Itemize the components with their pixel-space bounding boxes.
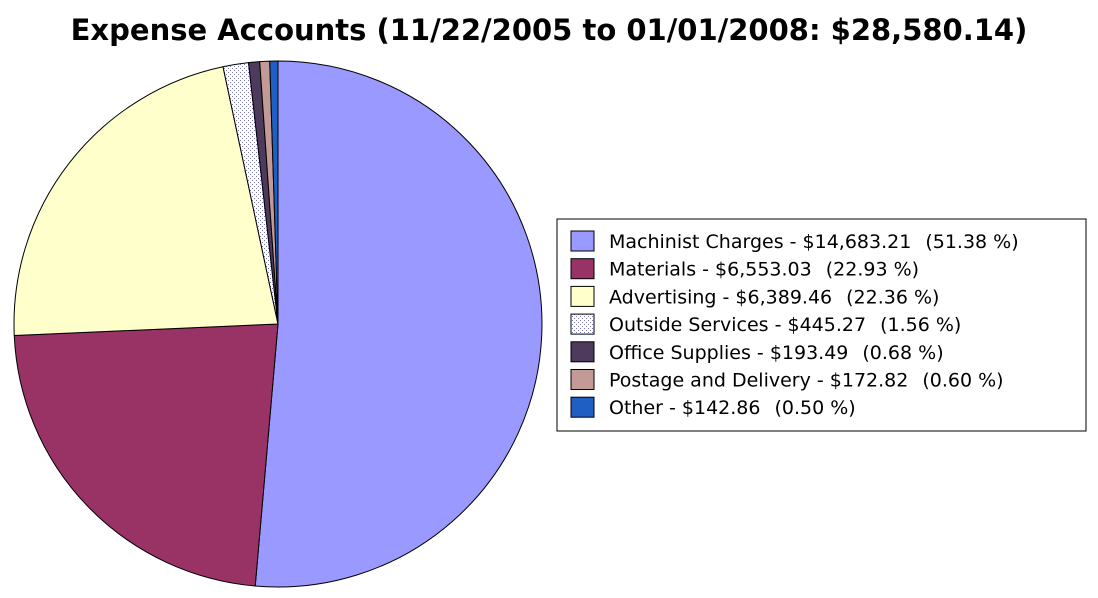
legend-item-other: Other - $142.86 (0.50 %) <box>570 396 856 419</box>
legend-item-postage-and-delivery: Postage and Delivery - $172.82 (0.60 %) <box>570 369 1004 392</box>
legend-item-advertising: Advertising - $6,389.46 (22.36 %) <box>570 285 939 308</box>
legend-label-percent: (22.93 %) <box>826 259 919 281</box>
legend-item-materials: Materials - $6,553.03 (22.93 %) <box>570 258 919 281</box>
legend-label-name: Materials <box>609 259 696 281</box>
legend-label-percent: (51.38 %) <box>925 231 1018 253</box>
legend-label-name: Office Supplies <box>609 342 751 364</box>
legend-label-amount: $14,683.21 <box>803 231 912 253</box>
legend-label: Advertising - $6,389.46 (22.36 %) <box>609 286 939 308</box>
legend-swatch <box>570 230 595 252</box>
legend-label-name: Other <box>609 397 663 419</box>
legend-label: Other - $142.86 (0.50 %) <box>609 397 856 419</box>
legend-label-percent: (22.36 %) <box>846 286 939 308</box>
legend-swatch <box>570 313 595 335</box>
legend-label-percent: (0.68 %) <box>862 342 943 364</box>
chart-title: Expense Accounts (11/22/2005 to 01/01/20… <box>71 13 1028 47</box>
legend-label-percent: (1.56 %) <box>880 314 961 336</box>
legend-label-name: Machinist Charges <box>609 231 784 253</box>
legend-label: Outside Services - $445.27 (1.56 %) <box>609 314 961 336</box>
legend-label-amount: $193.49 <box>770 342 849 364</box>
legend-label: Office Supplies - $193.49 (0.68 %) <box>609 342 944 364</box>
legend-label-percent: (0.50 %) <box>774 397 855 419</box>
legend-label: Machinist Charges - $14,683.21 (51.38 %) <box>609 231 1019 253</box>
legend-item-machinist-charges: Machinist Charges - $14,683.21 (51.38 %) <box>570 230 1019 253</box>
legend-label-amount: $445.27 <box>787 314 866 336</box>
legend-label-percent: (0.60 %) <box>922 370 1003 392</box>
legend-label-amount: $6,389.46 <box>735 286 832 308</box>
legend-swatch <box>570 341 595 363</box>
legend-swatch <box>570 396 595 418</box>
legend-label-amount: $6,553.03 <box>715 259 812 281</box>
legend-label-name: Outside Services <box>609 314 769 336</box>
legend-label-name: Advertising <box>609 286 716 308</box>
legend-swatch <box>570 285 595 307</box>
legend-label: Postage and Delivery - $172.82 (0.60 %) <box>609 370 1004 392</box>
pie-slice-advertising <box>13 66 279 336</box>
legend-item-outside-services: Outside Services - $445.27 (1.56 %) <box>570 313 961 336</box>
legend-swatch <box>570 258 595 280</box>
pie-slice-materials <box>13 323 279 587</box>
legend-label-name: Postage and Delivery <box>609 370 811 392</box>
pie-slices <box>13 60 543 588</box>
legend-swatch <box>570 369 595 390</box>
legend-box <box>556 218 1087 432</box>
legend-label: Materials - $6,553.03 (22.93 %) <box>609 259 919 281</box>
legend-label-amount: $142.86 <box>682 397 761 419</box>
pie-slice-other <box>269 60 279 325</box>
legend-item-office-supplies: Office Supplies - $193.49 (0.68 %) <box>570 341 944 364</box>
pie-slice-machinist-charges <box>254 60 543 588</box>
legend-label-amount: $172.82 <box>830 370 909 392</box>
legend: Machinist Charges - $14,683.21 (51.38 %)M… <box>556 218 1087 432</box>
